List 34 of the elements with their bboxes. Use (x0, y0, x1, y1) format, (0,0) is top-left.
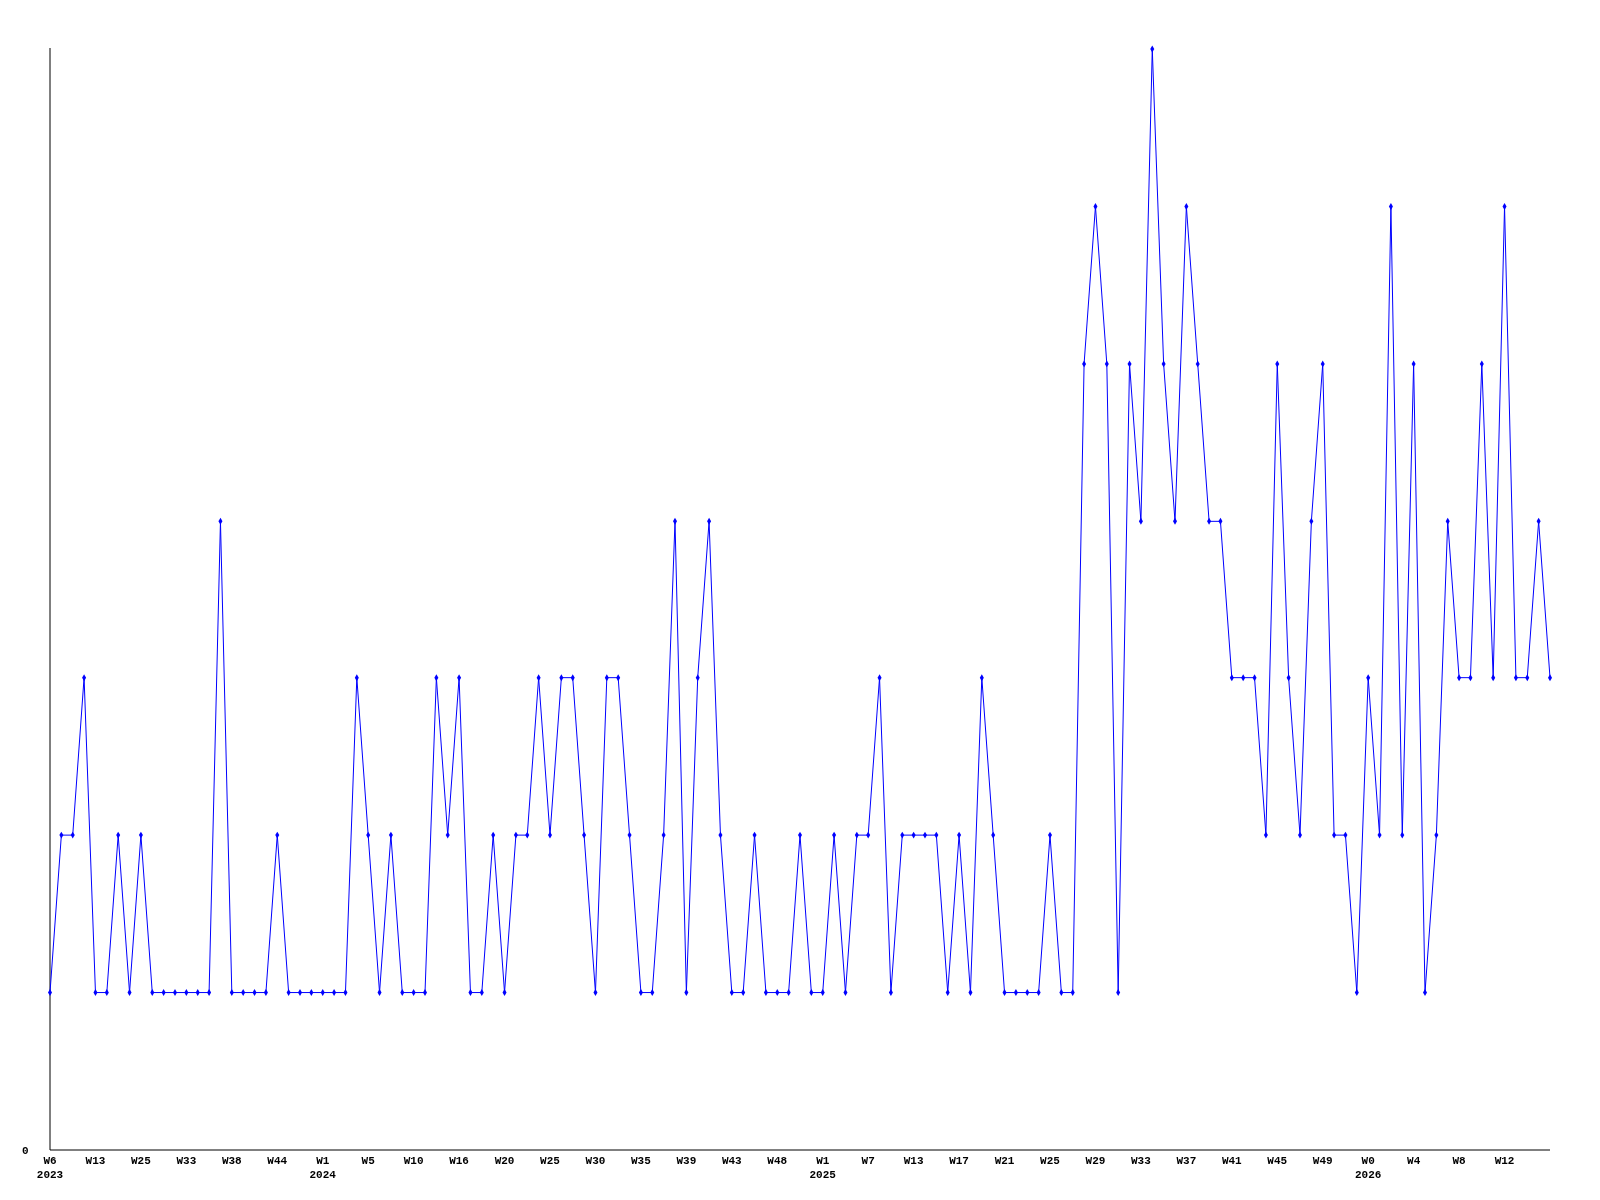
x-tick-label: W25 (1040, 1155, 1061, 1167)
x-tick-label: W45 (1267, 1155, 1288, 1167)
x-tick-label: W38 (221, 1155, 243, 1167)
x-tick-label: W20 (494, 1155, 515, 1167)
x-tick-label: W13 (903, 1155, 924, 1167)
x-tick-label: W25 (131, 1155, 152, 1167)
x-tick-label: W1 2024 (309, 1155, 337, 1181)
x-tick-label: W33 (176, 1155, 197, 1167)
x-tick-label: W29 (1085, 1155, 1106, 1167)
x-tick-label: W13 (85, 1155, 106, 1167)
x-tick-label: W39 (676, 1155, 697, 1167)
x-tick-label: W0 2026 (1354, 1155, 1382, 1181)
x-tick-label: W7 (861, 1155, 875, 1167)
x-tick-label: W4 (1407, 1155, 1421, 1167)
x-tick-label: W25 (540, 1155, 561, 1167)
x-tick-label: W48 (767, 1155, 788, 1167)
x-tick-label: W33 (1131, 1155, 1152, 1167)
x-tick-label: W44 (267, 1155, 288, 1167)
x-tick-label: W6 2023 (36, 1155, 64, 1181)
x-tick-label: W16 (449, 1155, 469, 1167)
x-tick-label: W41 (1221, 1155, 1243, 1167)
x-tick-label: W43 (721, 1155, 743, 1167)
x-tick-label: W37 (1176, 1155, 1197, 1167)
text: 0 (22, 1145, 29, 1157)
x-tick-label: W21 (994, 1155, 1015, 1167)
x-tick-label: W5 (361, 1155, 376, 1167)
x-tick-label: W10 (403, 1155, 424, 1167)
x-tick-label: W49 (1312, 1155, 1333, 1167)
x-tick-label: W17 (949, 1155, 969, 1167)
x-tick-label: W12 (1494, 1155, 1515, 1167)
x-tick-label: W35 (631, 1155, 652, 1167)
x-tick-label: W8 (1452, 1155, 1467, 1167)
x-tick-label: W30 (585, 1155, 606, 1167)
x-tick-label: W1 2025 (809, 1155, 837, 1181)
